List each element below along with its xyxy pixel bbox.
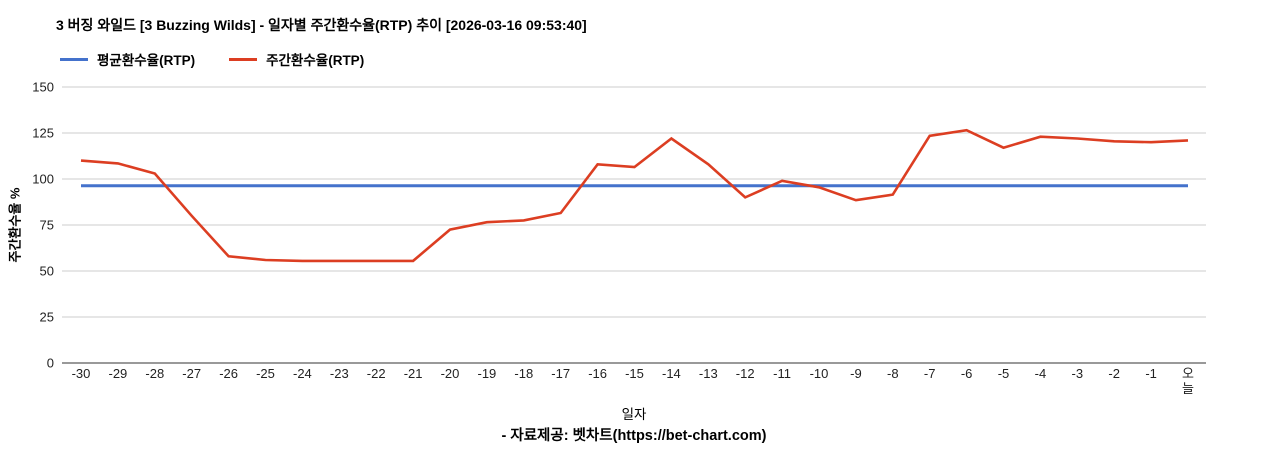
y-tick-label: 75 — [40, 218, 54, 233]
x-tick-label: -30 — [72, 366, 91, 381]
y-tick-label: 50 — [40, 264, 54, 279]
legend-item-weekly-rtp: 주간환수율(RTP) — [229, 49, 364, 69]
x-tick-label: -23 — [330, 366, 349, 381]
x-tick-label: -9 — [850, 366, 862, 381]
x-tick-label: -4 — [1035, 366, 1047, 381]
weekly-rtp-line-swatch — [229, 57, 258, 61]
x-tick-label: -25 — [256, 366, 275, 381]
x-tick-label: -16 — [588, 366, 607, 381]
x-tick-label: -5 — [998, 366, 1010, 381]
x-tick-label: -17 — [551, 366, 570, 381]
y-tick-label: 25 — [40, 310, 54, 325]
x-tick-label: -2 — [1108, 366, 1120, 381]
x-tick-label: -1 — [1145, 366, 1157, 381]
x-tick-label: -13 — [699, 366, 718, 381]
x-tick-label: -3 — [1072, 366, 1084, 381]
y-axis-title: 주간환수율 % — [7, 187, 23, 263]
footer-credit: - 자료제공: 벳차트(https://bet-chart.com) — [501, 428, 767, 444]
y-tick-label: 0 — [47, 356, 54, 371]
x-tick-label: -26 — [219, 366, 238, 381]
x-axis-title: 일자 — [621, 407, 647, 422]
x-tick-label: -29 — [109, 366, 128, 381]
x-tick-label: -7 — [924, 366, 936, 381]
y-tick-label: 100 — [32, 172, 54, 187]
x-tick-label: -8 — [887, 366, 899, 381]
legend-label-weekly-rtp: 주간환수율(RTP) — [266, 53, 365, 68]
x-tick-label: -15 — [625, 366, 644, 381]
x-tick-label: -11 — [773, 366, 791, 381]
weekly-rtp-line[interactable] — [80, 128, 1189, 263]
x-tick-label: -28 — [145, 366, 164, 381]
x-tick-label: -12 — [736, 366, 755, 381]
legend-item-average-rtp: 평균환수율(RTP) — [60, 49, 195, 69]
x-tick-label: -22 — [367, 366, 386, 381]
chart-title: 3 버징 와일드 [3 Buzzing Wilds] - 일자별 주간환수율(R… — [56, 17, 587, 33]
x-tick-label: -19 — [478, 366, 497, 381]
x-tick-label: -14 — [662, 366, 681, 381]
y-tick-label: 125 — [32, 126, 54, 141]
x-tick-label: -27 — [182, 366, 201, 381]
average-rtp-line-swatch — [60, 57, 88, 61]
y-tick-label: 150 — [32, 80, 54, 95]
x-tick-label: -20 — [441, 366, 460, 381]
x-tick-label: -21 — [404, 366, 423, 381]
legend-label-average-rtp: 평균환수율(RTP) — [97, 53, 196, 68]
chart-legend: 평균환수율(RTP) 주간환수율(RTP) — [60, 49, 364, 69]
x-tick-label: -6 — [961, 366, 973, 381]
x-tick-label: -18 — [514, 366, 533, 381]
x-tick-label: -10 — [810, 366, 829, 381]
x-tick-label: -24 — [293, 366, 312, 381]
